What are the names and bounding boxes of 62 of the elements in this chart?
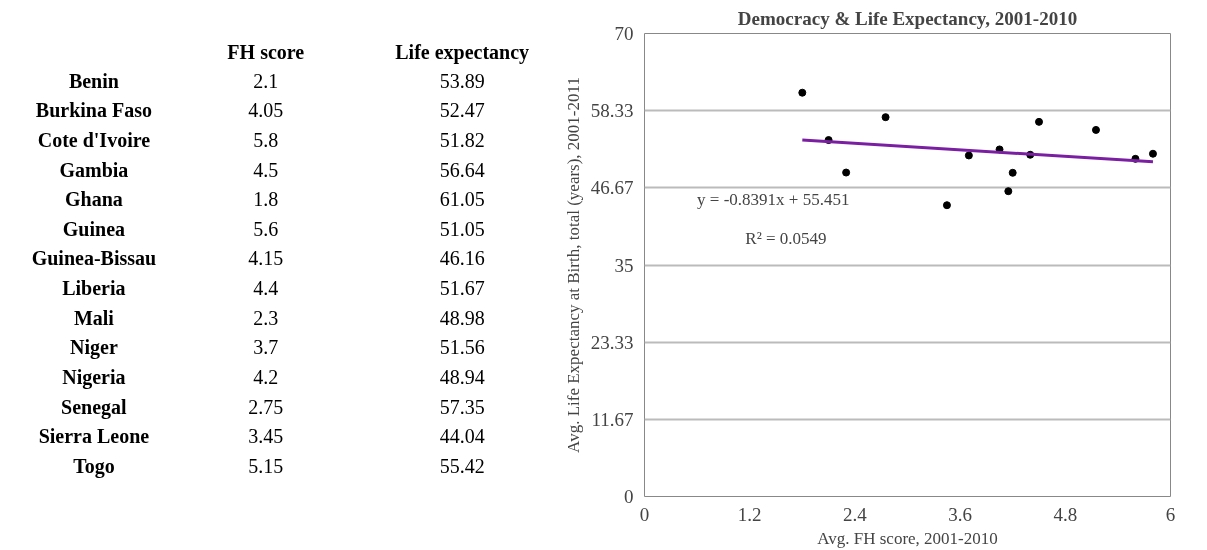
category-label: Benin [68,69,119,92]
category-label: Burkina Faso [35,99,152,122]
x-tick-label: 6 [1165,503,1176,525]
y-tick-label: 58.33 [590,100,634,122]
x-tick-label: 3.6 [948,503,972,525]
data-label: 61.05 [439,188,485,211]
chart-title: Democracy & Life Expectancy, 2001-2010 [737,7,1078,29]
data-label: 51.05 [439,217,485,240]
annotation: y = -0.8391x + 55.451 [697,189,850,209]
data-label: 51.56 [439,336,485,359]
data-label: 51.82 [439,128,485,151]
category-label: Ghana [64,188,123,211]
data-label: 3.45 [248,425,284,448]
category-label: Guinea [62,217,126,240]
data-label: 5.8 [253,128,279,151]
y-tick-label: 11.67 [591,408,634,430]
text: Life expectancy [395,41,530,65]
category-label: Cote d'Ivoire [37,128,151,151]
data-label: 2.3 [253,306,279,329]
text: FH score [227,41,305,64]
data-label: 51.67 [439,277,485,300]
y-tick-label: 23.33 [590,331,634,353]
x-tick-label: 2.4 [843,503,868,525]
data-label: 4.15 [248,247,284,270]
data-label: 48.98 [439,306,485,329]
x-axis-title: Avg. FH score, 2001-2010 [817,528,998,548]
category-label: Niger [70,336,118,360]
category-label: Togo [73,454,115,478]
category-label: Guinea-Bissau [31,247,157,270]
category-label: Senegal [61,395,128,419]
category-label: Liberia [62,277,126,300]
data-label: 4.2 [253,365,279,388]
y-tick-label: 35 [614,254,634,276]
y-tick-label: 0 [624,486,634,507]
data-label: 2.75 [248,395,284,418]
y-tick-label: 46.67 [590,177,634,199]
data-label: 55.42 [439,454,485,477]
data-label: 53.89 [439,69,485,92]
y-tick-label: 70 [614,23,634,44]
x-tick-label: 0 [639,503,650,525]
data-label: 46.16 [439,247,485,270]
data-label: 56.64 [439,158,485,181]
y-axis-title: Avg. Life Expectancy at Birth, total (years), 2001-2011 [563,77,583,453]
data-label: 5.15 [248,454,284,477]
category-label: Sierra Leone [38,425,150,448]
x-tick-label: 4.8 [1053,503,1078,525]
data-label: 2.1 [253,69,279,92]
data-label: 4.4 [253,277,279,300]
data-label: 1.8 [253,188,279,211]
annotation: R² = 0.0549 [745,229,827,249]
data-label: 44.04 [439,425,485,448]
data-label: 48.94 [439,365,485,388]
category-label: Mali [73,306,115,329]
data-label: 5.6 [253,217,279,240]
data-label: 3.7 [253,336,279,359]
data-label: 4.5 [253,158,279,181]
data-label: 52.47 [439,99,485,122]
category-label: Gambia [59,158,129,181]
category-label: Nigeria [62,365,126,389]
x-tick-label: 1.2 [737,503,762,525]
data-label: 57.35 [439,395,485,418]
data-label: 4.05 [248,99,284,122]
